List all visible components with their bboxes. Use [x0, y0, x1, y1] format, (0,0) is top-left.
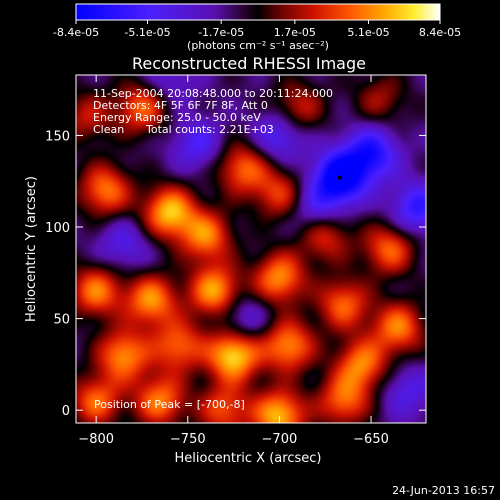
- annotation-total-counts: Total counts: 2.21E+03: [145, 123, 274, 136]
- colorbar: [75, 3, 441, 21]
- y-tick-label: 150: [45, 129, 70, 144]
- axis-ticks: −800 −750 −700 −650 0 50 100 150: [45, 75, 426, 447]
- annotation-peak: Position of Peak = [-700,-8]: [94, 398, 245, 411]
- heatmap-image: [76, 75, 426, 423]
- colorbar-tick-label: 5.1e-05: [347, 26, 389, 39]
- y-tick-label: 50: [53, 313, 70, 328]
- y-tick-label: 0: [62, 404, 70, 419]
- x-tick-label: −700: [262, 432, 298, 447]
- x-axis-label: Heliocentric X (arcsec): [175, 451, 322, 466]
- annotation-time: 11-Sep-2004 20:08:48.000 to 20:11:24.000: [93, 87, 333, 100]
- colorbar-tick-label: 1.7e-05: [274, 26, 316, 39]
- plot-frame: [75, 74, 427, 424]
- annotation-energy: Energy Range: 25.0 - 50.0 keV: [93, 111, 261, 124]
- annotation-clean: Clean: [93, 123, 124, 136]
- colorbar-tick-label: 8.4e-05: [419, 26, 461, 39]
- y-tick-label: 100: [45, 221, 70, 236]
- x-tick-label: −650: [353, 432, 389, 447]
- colorbar-tick-label: -5.1e-05: [124, 26, 170, 39]
- x-tick-label: −800: [78, 432, 114, 447]
- footer-timestamp: 24-Jun-2013 16:57: [392, 484, 495, 497]
- chart-title: Reconstructed RHESSI Image: [132, 54, 366, 73]
- y-axis-label: Heliocentric Y (arcsec): [24, 176, 39, 322]
- plot-area: [76, 75, 426, 423]
- colorbar-units-label: (photons cm⁻² s⁻¹ asec⁻²): [187, 39, 329, 52]
- colorbar-tick-label: -1.7e-05: [198, 26, 244, 39]
- annotation-detectors: Detectors: 4F 5F 6F 7F 8F, Att 0: [93, 99, 268, 112]
- colorbar-ticks: -8.4e-05 -5.1e-05 -1.7e-05 1.7e-05 5.1e-05 8.…: [53, 20, 461, 39]
- x-tick-label: −750: [170, 432, 206, 447]
- marked-point: [337, 175, 342, 180]
- colorbar-tick-label: -8.4e-05: [53, 26, 99, 39]
